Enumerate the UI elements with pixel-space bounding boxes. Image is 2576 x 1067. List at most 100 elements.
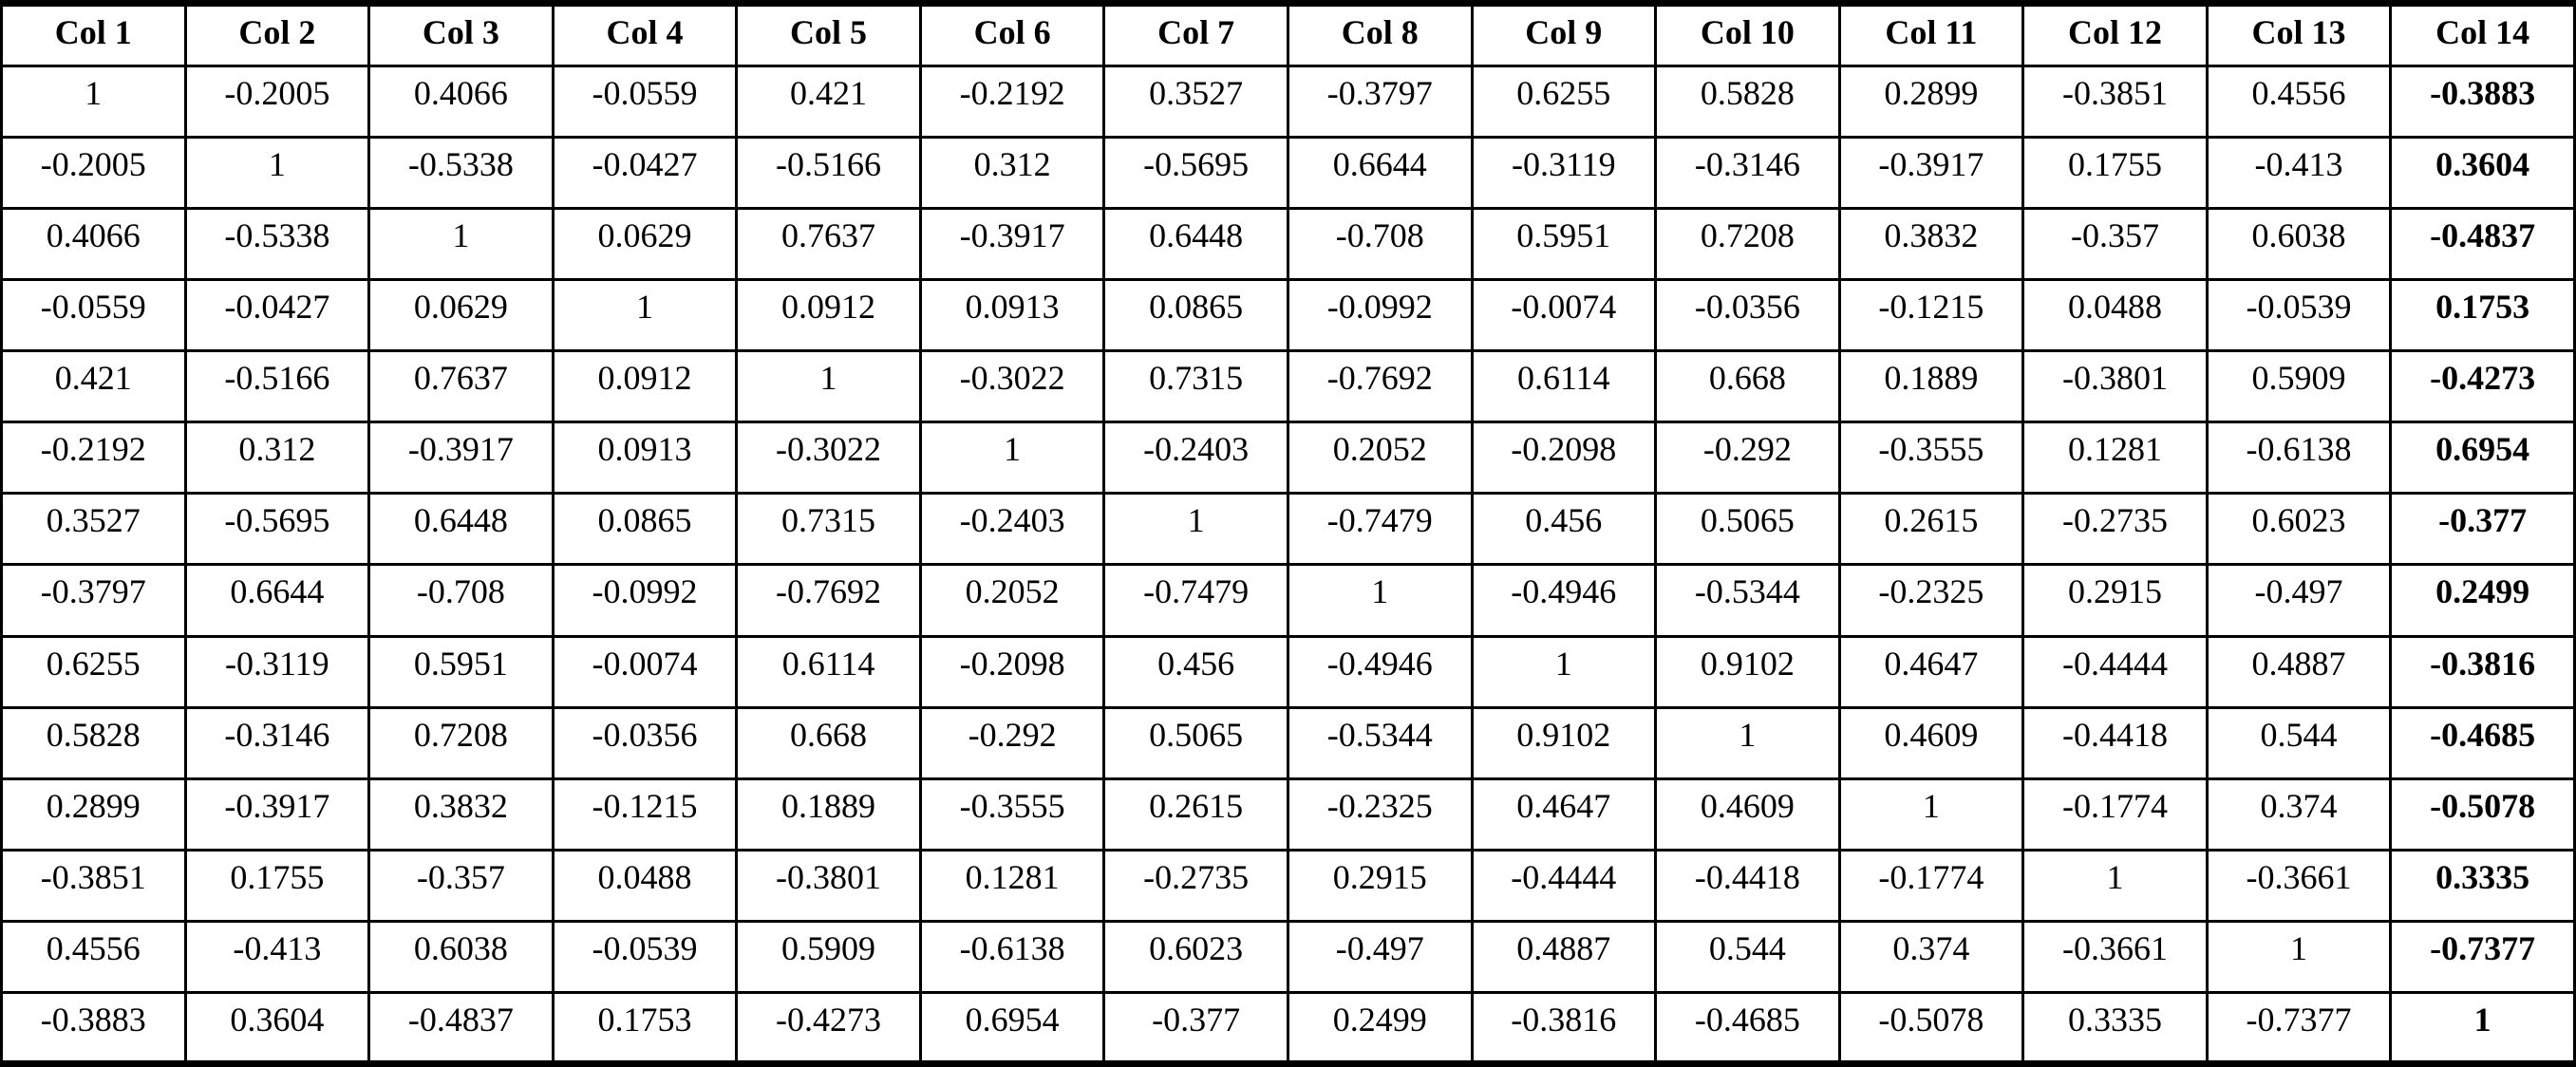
table-cell: -0.0356 <box>1654 278 1841 353</box>
table-row: -0.3797 0.6644 -0.708 -0.0992 -0.7692 0.2052-… <box>0 563 2576 638</box>
table-cell: -0.1215 <box>1837 278 2025 353</box>
table-cell: -0.2005 <box>0 136 187 211</box>
table-cell: -0.3119 <box>183 634 371 709</box>
table-cell: -0.4946 <box>1470 563 1658 638</box>
table-cell: 0.5909 <box>735 919 922 994</box>
table-cell: -0.3883 <box>2389 64 2576 140</box>
table-row: 0.5828 -0.3146 0.7208 -0.0356 0.668 -0.292 0.5… <box>0 705 2576 780</box>
table-cell: 0.4887 <box>1470 919 1658 994</box>
table-cell: 0.456 <box>1102 634 1289 709</box>
column-header: Col 13 <box>2205 2 2393 67</box>
table-cell: -0.1774 <box>2021 777 2209 852</box>
table-cell: -0.5344 <box>1286 705 1474 780</box>
table-cell: -0.708 <box>367 563 555 638</box>
table-cell: 1 <box>367 207 555 282</box>
table-cell: 0.1889 <box>735 777 922 852</box>
table-cell: -0.5166 <box>183 349 371 424</box>
table-cell: 1 <box>2389 990 2576 1066</box>
table-cell: -0.0992 <box>551 563 739 638</box>
table-cell: 0.7315 <box>735 492 922 567</box>
table-cell: -0.4418 <box>1654 848 1841 923</box>
table-cell: -0.413 <box>183 919 371 994</box>
table-cell: 0.2615 <box>1837 492 2025 567</box>
table-body: 1 -0.2005 0.4066 -0.0559 0.421 -0.2192 0.3527-… <box>0 64 2576 1066</box>
table-cell: 0.9102 <box>1470 705 1658 780</box>
table-cell: -0.3797 <box>1286 64 1474 140</box>
column-header: Col 3 <box>367 2 555 67</box>
table-cell: -0.0539 <box>551 919 739 994</box>
table-cell: -0.3917 <box>183 777 371 852</box>
table-cell: 1 <box>1654 705 1841 780</box>
table-cell: 0.2499 <box>1286 990 1474 1066</box>
table-cell: 0.4887 <box>2205 634 2393 709</box>
table-cell: 0.421 <box>0 349 187 424</box>
table-cell: -0.5338 <box>367 136 555 211</box>
table-cell: 0.6644 <box>1286 136 1474 211</box>
table-cell: 0.2052 <box>918 563 1106 638</box>
table-cell: 0.3604 <box>183 990 371 1066</box>
table-cell: -0.0992 <box>1286 278 1474 353</box>
table-cell: 0.4556 <box>2205 64 2393 140</box>
table-cell: -0.4837 <box>367 990 555 1066</box>
table-cell: -0.3119 <box>1470 136 1658 211</box>
table-cell: -0.497 <box>1286 919 1474 994</box>
table-cell: 0.312 <box>918 136 1106 211</box>
table-row: -0.3883 0.3604 -0.4837 0.1753 -0.4273 0.6954-… <box>0 990 2576 1066</box>
table-cell: -0.2098 <box>918 634 1106 709</box>
table-cell: -0.5695 <box>1102 136 1289 211</box>
table-cell: -0.7479 <box>1286 492 1474 567</box>
table-cell: 0.4609 <box>1837 705 2025 780</box>
table-row: 0.6255 -0.3119 0.5951 -0.0074 0.6114 -0.2098 0… <box>0 634 2576 709</box>
table-cell: 0.374 <box>1837 919 2025 994</box>
table-cell: 0.7208 <box>367 705 555 780</box>
table-cell: -0.5166 <box>735 136 922 211</box>
table-cell: 0.7208 <box>1654 207 1841 282</box>
column-header: Col 9 <box>1470 2 1658 67</box>
table-cell: -0.4273 <box>735 990 922 1066</box>
table-cell: -0.3801 <box>735 848 922 923</box>
table-cell: -0.4444 <box>2021 634 2209 709</box>
table-cell: 0.5065 <box>1654 492 1841 567</box>
table-cell: -0.3801 <box>2021 349 2209 424</box>
table-cell: -0.3022 <box>918 349 1106 424</box>
table-cell: 0.5951 <box>367 634 555 709</box>
table-cell: 0.0629 <box>551 207 739 282</box>
table-cell: -0.4685 <box>2389 705 2576 780</box>
table-cell: -0.377 <box>1102 990 1289 1066</box>
table-cell: 0.7637 <box>735 207 922 282</box>
table-cell: 1 <box>2205 919 2393 994</box>
table-cell: -0.2735 <box>1102 848 1289 923</box>
table-cell: -0.4685 <box>1654 990 1841 1066</box>
table-cell: 0.2052 <box>1286 421 1474 496</box>
table-cell: 0.7637 <box>367 349 555 424</box>
column-header: Col 8 <box>1286 2 1474 67</box>
column-header: Col 4 <box>551 2 739 67</box>
table-cell: -0.1215 <box>551 777 739 852</box>
table-cell: 0.0488 <box>551 848 739 923</box>
table-cell: 0.6954 <box>2389 421 2576 496</box>
table-cell: -0.1774 <box>1837 848 2025 923</box>
table-cell: -0.2192 <box>918 64 1106 140</box>
table-cell: -0.2325 <box>1286 777 1474 852</box>
table-cell: -0.0559 <box>0 278 187 353</box>
table-cell: 0.1753 <box>551 990 739 1066</box>
table-cell: 0.0865 <box>1102 278 1289 353</box>
table-row: 0.4556 -0.413 0.6038 -0.0539 0.5909 -0.6138 0.… <box>0 919 2576 994</box>
table-cell: 0.668 <box>1654 349 1841 424</box>
table-cell: 0.5909 <box>2205 349 2393 424</box>
table-cell: -0.0356 <box>551 705 739 780</box>
table-cell: -0.3851 <box>2021 64 2209 140</box>
table-cell: 0.2915 <box>2021 563 2209 638</box>
header-row: Col 1 Col 2 Col 3 Col 4 Col 5 Col 6 Col 7 Col 8… <box>0 2 2576 67</box>
table-cell: -0.0559 <box>551 64 739 140</box>
table-cell: 0.421 <box>735 64 922 140</box>
table-cell: 0.3335 <box>2389 848 2576 923</box>
table-cell: -0.4273 <box>2389 349 2576 424</box>
table-row: 0.3527 -0.5695 0.6448 0.0865 0.7315 -0.2403 1-… <box>0 492 2576 567</box>
table-cell: -0.5338 <box>183 207 371 282</box>
table-cell: -0.3917 <box>367 421 555 496</box>
column-header: Col 7 <box>1102 2 1289 67</box>
table-cell: 0.9102 <box>1654 634 1841 709</box>
table-cell: 0.1281 <box>918 848 1106 923</box>
table-cell: -0.708 <box>1286 207 1474 282</box>
